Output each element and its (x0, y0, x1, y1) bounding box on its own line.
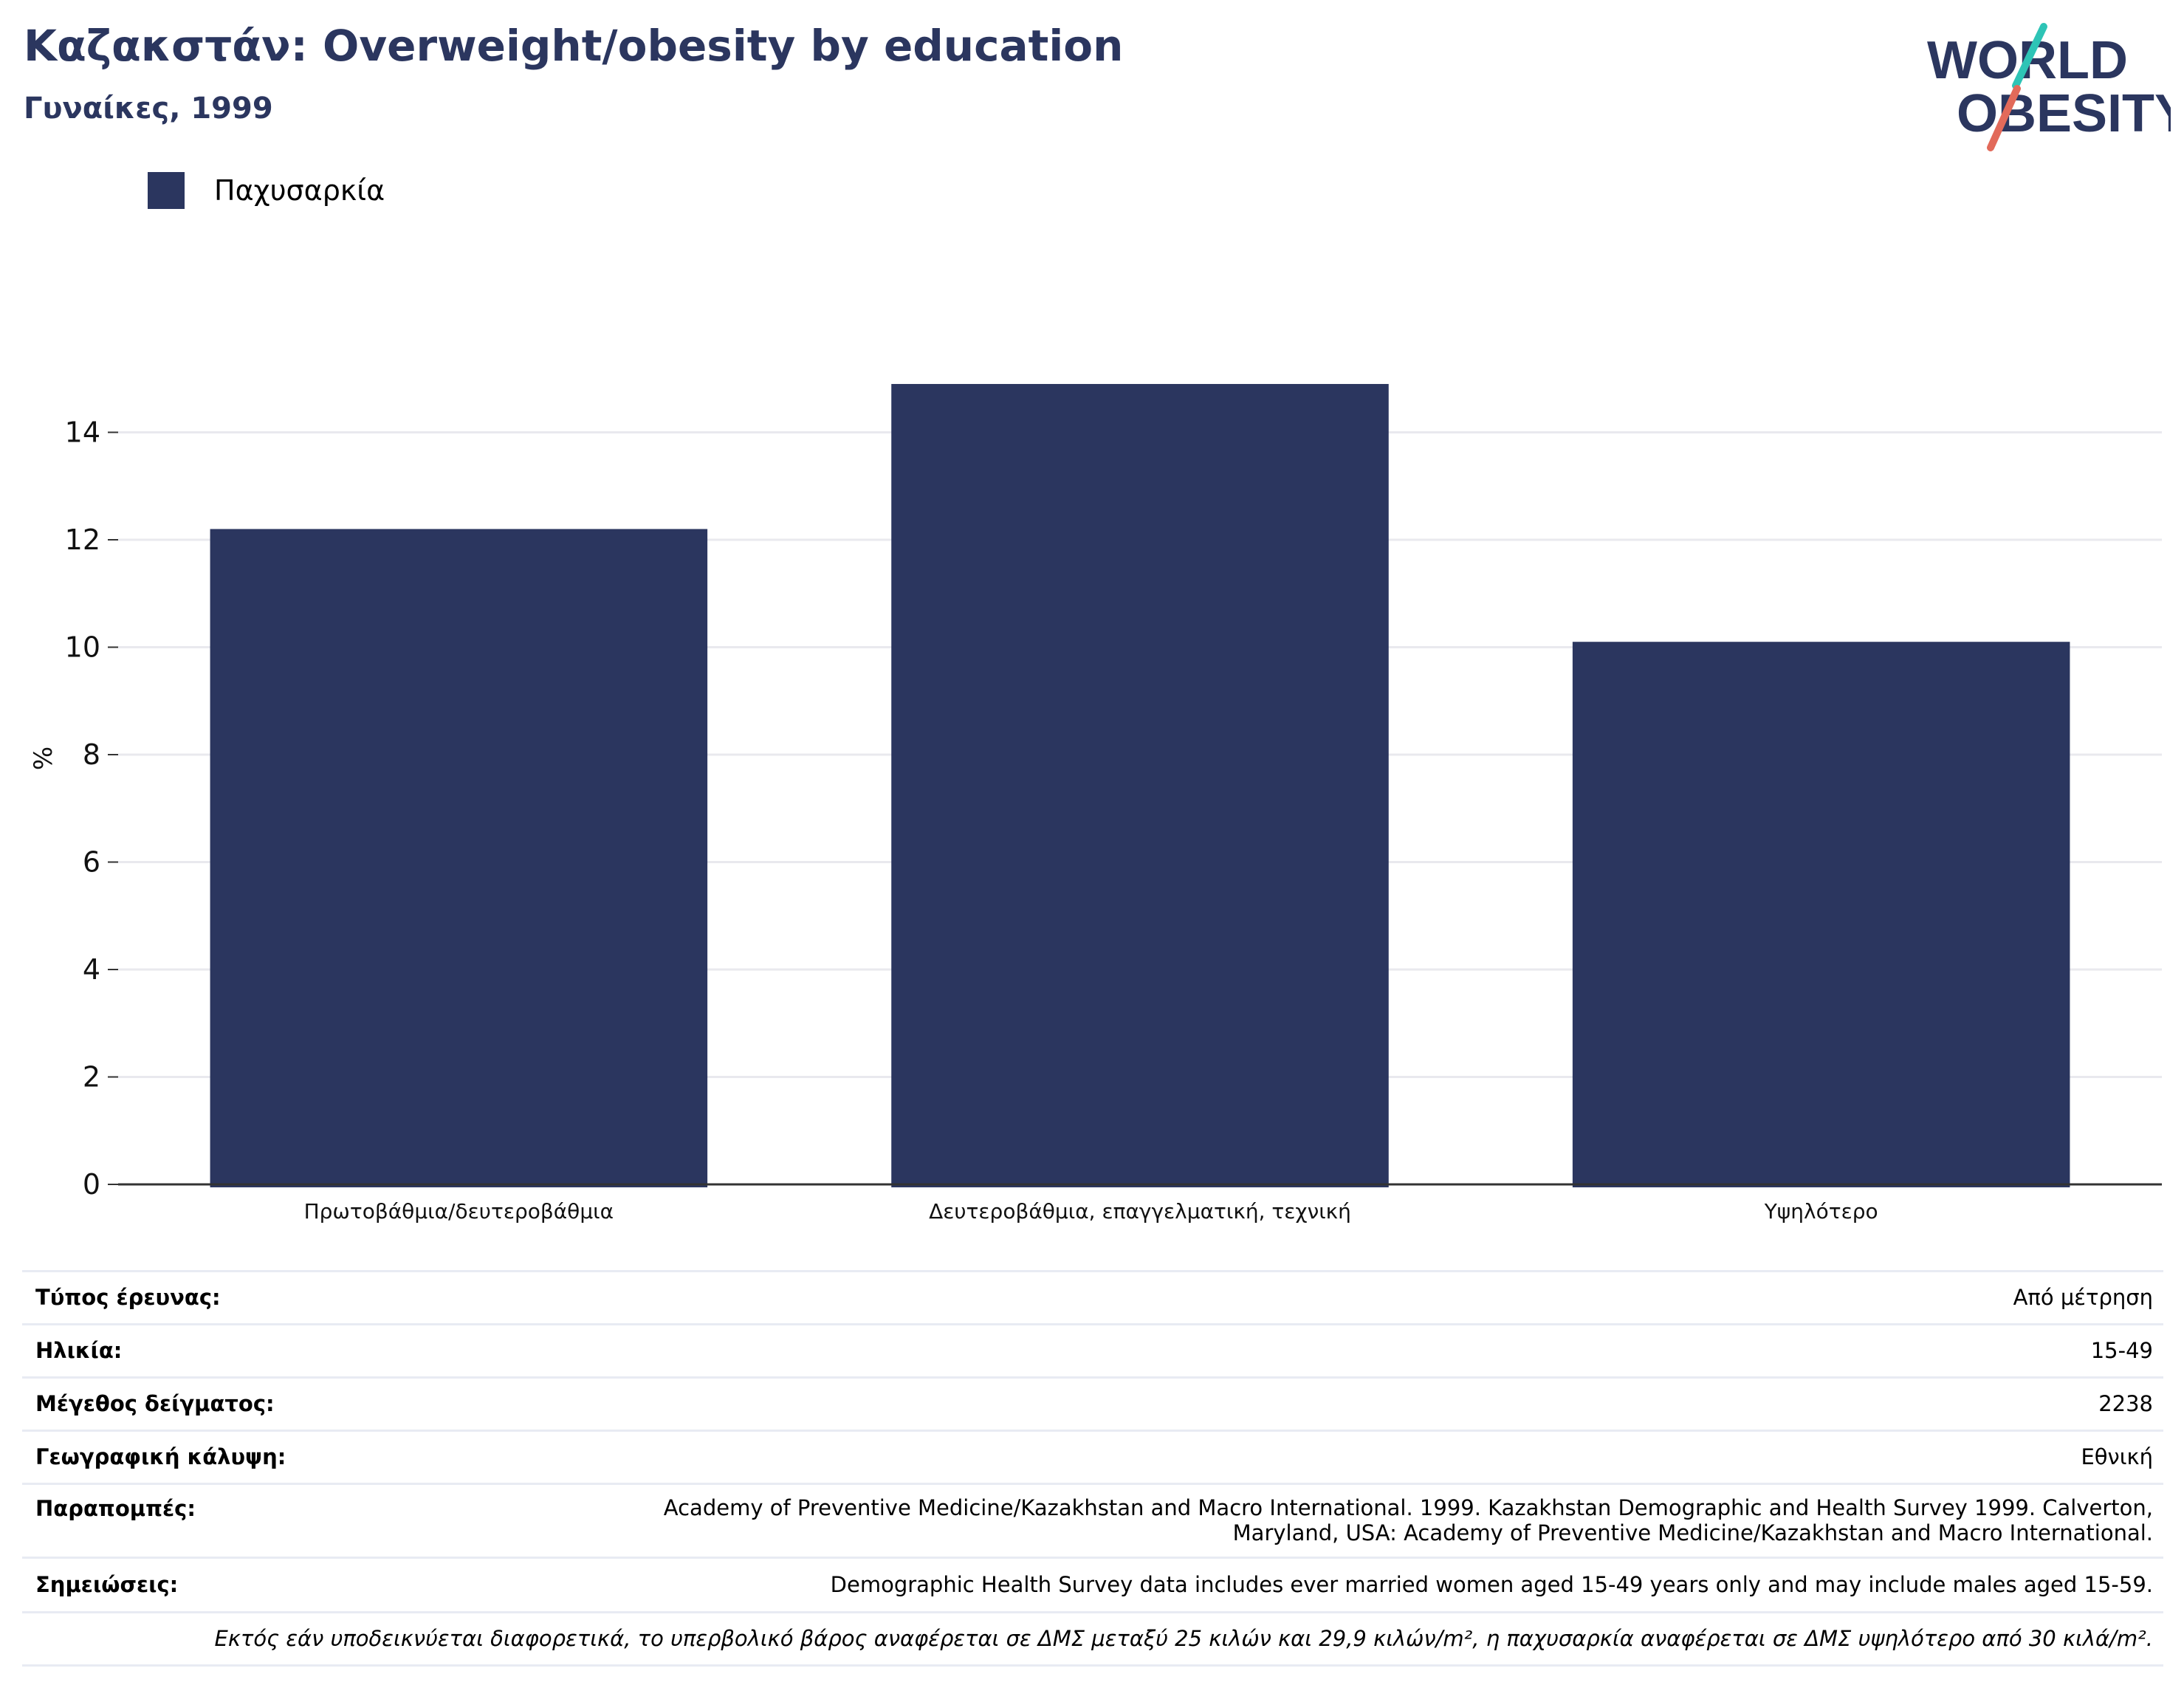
x-tick-label: Υψηλότερο (1764, 1199, 1878, 1224)
meta-row-survey-type: Τύπος έρευνας: Από μέτρηση (22, 1270, 2163, 1323)
meta-value: Από μέτρηση (2013, 1285, 2153, 1310)
meta-row-footnote: Εκτός εάν υποδεικνύεται διαφορετικά, το … (22, 1611, 2163, 1667)
meta-key: Γεωγραφική κάλυψη: (35, 1444, 286, 1469)
legend: Παχυσαρκία (148, 172, 385, 209)
legend-swatch (148, 172, 185, 209)
y-tick-label: 0 (83, 1168, 100, 1201)
meta-row-coverage: Γεωγραφική κάλυψη: Εθνική (22, 1430, 2163, 1483)
y-tick-label: 8 (83, 738, 100, 771)
metadata-table: Τύπος έρευνας: Από μέτρηση Ηλικία: 15-49… (22, 1270, 2163, 1667)
y-tick-label: 12 (65, 524, 100, 556)
meta-value: 15-49 (2090, 1338, 2153, 1363)
y-tick-label: 10 (65, 631, 100, 664)
world-obesity-logo: WORLD OBESITY (1927, 23, 2171, 151)
meta-value: Εθνική (2081, 1444, 2153, 1469)
logo-slash-top (2012, 23, 2047, 89)
y-tick-label: 2 (83, 1061, 100, 1094)
x-tick-label: Δευτεροβάθμια, επαγγελματική, τεχνική (929, 1199, 1351, 1224)
meta-key: Ηλικία: (35, 1338, 123, 1363)
meta-value: Demographic Health Survey data includes … (830, 1572, 2153, 1597)
y-tick-label: 14 (65, 416, 100, 449)
bar (891, 384, 1389, 1187)
meta-value: 2238 (2098, 1391, 2153, 1416)
reference-line-2: Maryland, USA: Academy of Preventive Med… (1232, 1520, 2153, 1545)
bar (210, 529, 708, 1187)
meta-key: Παραπομπές: (35, 1496, 196, 1521)
footnote: Εκτός εάν υποδεικνύεται διαφορετικά, το … (214, 1626, 2154, 1651)
meta-key: Μέγεθος δείγματος: (35, 1391, 275, 1416)
y-tick-label: 4 (83, 953, 100, 986)
meta-value: Academy of Preventive Medicine/Kazakhsta… (664, 1495, 2163, 1545)
meta-row-sample-size: Μέγεθος δείγματος: 2238 (22, 1376, 2163, 1430)
reference-line-1: Academy of Preventive Medicine/Kazakhsta… (663, 1495, 2153, 1520)
bar (1572, 642, 2070, 1187)
meta-key: Τύπος έρευνας: (35, 1285, 221, 1310)
legend-label: Παχυσαρκία (214, 174, 385, 207)
meta-row-age: Ηλικία: 15-49 (22, 1323, 2163, 1376)
logo-slash-bottom (1987, 85, 2021, 151)
chart-subtitle: Γυναίκες, 1999 (24, 92, 273, 126)
y-axis-label: % (29, 747, 58, 770)
bar-chart: 0 2 4 6 8 10 12 14% Πρωτοβάθμια/δευτεροβάθμια Δευ… (29, 384, 2162, 1224)
meta-key: Σημειώσεις: (35, 1572, 179, 1597)
x-tick-label: Πρωτοβάθμια/δευτεροβάθμια (304, 1199, 614, 1224)
meta-row-notes: Σημειώσεις: Demographic Health Survey da… (22, 1557, 2163, 1611)
chart-title: Καζακστάν: Overweight/obesity by educati… (24, 21, 1124, 71)
y-tick-label: 6 (83, 846, 100, 879)
meta-row-references: Παραπομπές: Academy of Preventive Medici… (22, 1483, 2163, 1557)
logo-line2: OBESITY (1957, 84, 2171, 143)
